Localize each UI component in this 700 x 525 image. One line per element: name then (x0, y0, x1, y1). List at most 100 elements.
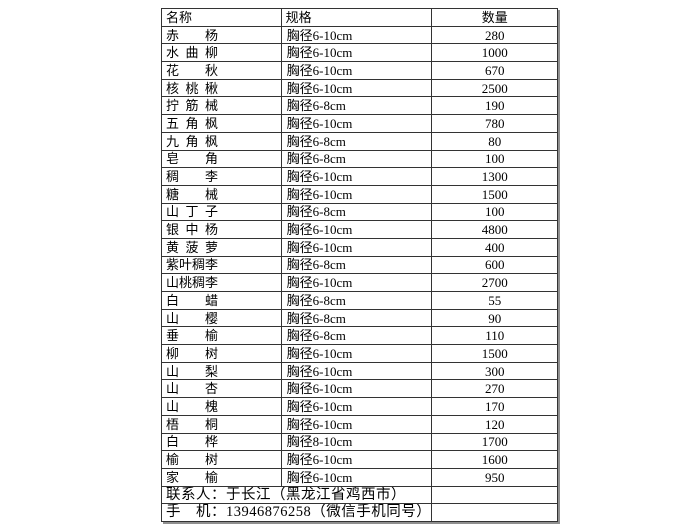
table-row: 稠李 胸径6-10cm 1300 (161, 167, 559, 186)
quantity-cell: 1600 (431, 450, 559, 469)
quantity-cell: 110 (431, 326, 559, 346)
quantity-cell: 950 (431, 467, 559, 487)
tree-name: 赤杨 (166, 27, 218, 43)
spec-cell: 胸径6-10cm (280, 61, 433, 80)
spec-cell: 胸径6-10cm (280, 237, 433, 257)
quantity-cell: 1300 (431, 167, 559, 186)
spec-cell: 胸径6-10cm (280, 220, 433, 239)
tree-name-cell: 糖械 (161, 184, 282, 204)
tree-name: 山槐 (166, 398, 218, 414)
tree-name-cell: 核桃楸 (161, 78, 282, 98)
tree-name-cell: 山梨 (161, 361, 282, 381)
quantity-cell: 270 (431, 379, 559, 399)
tree-name: 紫叶稠李 (166, 257, 219, 273)
table-row: 山桃稠李 胸径6-10cm 2700 (161, 273, 559, 292)
tree-name: 稠李 (166, 169, 218, 185)
table-row: 梧桐 胸径6-10cm 120 (161, 414, 559, 434)
table-row: 水曲柳 胸径6-10cm 1000 (161, 43, 559, 63)
spec-cell: 胸径6-8cm (280, 131, 433, 151)
tree-name-cell: 紫叶稠李 (161, 255, 282, 275)
table-row: 九角枫 胸径6-8cm 80 (161, 131, 559, 151)
table-row: 山杏 胸径6-10cm 270 (161, 379, 559, 399)
spec-cell: 胸径6-10cm (280, 78, 433, 98)
tree-name-cell: 黄菠萝 (161, 237, 282, 257)
quantity-cell: 100 (431, 149, 559, 169)
tree-name: 家榆 (166, 469, 218, 485)
spec-cell: 胸径6-10cm (280, 167, 433, 186)
tree-name: 山桃稠李 (166, 275, 219, 291)
spec-cell: 胸径8-10cm (280, 432, 433, 452)
spec-cell: 胸径6-8cm (280, 149, 433, 169)
quantity-cell: 1000 (431, 43, 559, 63)
phone-empty-cell (431, 503, 559, 522)
quantity-cell: 600 (431, 255, 559, 275)
column-header-name: 名称 (161, 8, 282, 27)
quantity-cell: 400 (431, 237, 559, 257)
quantity-cell: 80 (431, 131, 559, 151)
spec-cell: 胸径6-8cm (280, 255, 433, 275)
quantity-cell: 4800 (431, 220, 559, 239)
tree-name: 白蜡 (166, 292, 218, 308)
spec-cell: 胸径6-10cm (280, 114, 433, 133)
table-row: 紫叶稠李 胸径6-8cm 600 (161, 255, 559, 275)
tree-name-cell: 垂榆 (161, 326, 282, 346)
tree-name: 山樱 (166, 310, 218, 326)
table-row: 银中杨 胸径6-10cm 4800 (161, 220, 559, 239)
spec-cell: 胸径6-10cm (280, 467, 433, 487)
tree-name-cell: 榆树 (161, 450, 282, 469)
header-row: 名称 规格 数量 (161, 8, 559, 27)
table-row: 白蜡 胸径6-8cm 55 (161, 291, 559, 310)
table-row: 山樱 胸径6-8cm 90 (161, 308, 559, 328)
spec-cell: 胸径6-10cm (280, 450, 433, 469)
tree-name: 山梨 (166, 363, 218, 379)
table-row: 五角枫 胸径6-10cm 780 (161, 114, 559, 133)
column-header-spec: 规格 (280, 8, 433, 27)
tree-name: 山杏 (166, 381, 218, 397)
tree-name-cell: 五角枫 (161, 114, 282, 133)
tree-name-cell: 山丁子 (161, 202, 282, 222)
contact-info: 联系人：于长江（黑龙江省鸡西市） (160, 485, 433, 505)
tree-name-cell: 山桃稠李 (161, 273, 282, 292)
tree-name: 拧筋械 (166, 98, 218, 114)
table-row: 柳树 胸径6-10cm 1500 (161, 344, 559, 363)
tree-name-cell: 拧筋械 (161, 96, 282, 116)
table-row: 拧筋械 胸径6-8cm 190 (161, 96, 559, 116)
spec-cell: 胸径6-10cm (280, 43, 433, 63)
quantity-cell: 1500 (431, 184, 559, 204)
table-row: 榆树 胸径6-10cm 1600 (161, 450, 559, 469)
spec-cell: 胸径6-10cm (280, 414, 433, 434)
table-row: 山梨 胸径6-10cm 300 (161, 361, 559, 381)
tree-name-cell: 稠李 (161, 167, 282, 186)
tree-name-cell: 花秋 (161, 61, 282, 80)
quantity-cell: 2500 (431, 78, 559, 98)
tree-name-cell: 家榆 (161, 467, 282, 487)
table-row: 糖械 胸径6-10cm 1500 (161, 184, 559, 204)
table-row: 花秋 胸径6-10cm 670 (161, 61, 559, 80)
quantity-cell: 100 (431, 202, 559, 222)
tree-name: 山丁子 (166, 204, 218, 220)
tree-name-cell: 白蜡 (161, 291, 282, 310)
tree-name: 榆树 (166, 452, 218, 468)
contact-empty-cell (431, 485, 559, 505)
table-row: 皂角 胸径6-8cm 100 (161, 149, 559, 169)
column-header-qty: 数量 (431, 8, 559, 27)
spec-cell: 胸径6-10cm (280, 273, 433, 292)
tree-name-cell: 山槐 (161, 397, 282, 416)
spec-cell: 胸径6-10cm (280, 344, 433, 363)
quantity-cell: 2700 (431, 273, 559, 292)
tree-name: 柳树 (166, 345, 218, 361)
tree-name-cell: 白桦 (161, 432, 282, 452)
quantity-cell: 1700 (431, 432, 559, 452)
tree-name: 梧桐 (166, 416, 218, 432)
tree-name: 糖械 (166, 186, 218, 202)
tree-name-cell: 梧桐 (161, 414, 282, 434)
spec-cell: 胸径6-8cm (280, 96, 433, 116)
spec-cell: 胸径6-8cm (280, 326, 433, 346)
tree-name-cell: 山杏 (161, 379, 282, 399)
tree-name-cell: 柳树 (161, 344, 282, 363)
table-row: 山槐 胸径6-10cm 170 (161, 397, 559, 416)
spec-cell: 胸径6-10cm (280, 379, 433, 399)
tree-name: 皂角 (166, 151, 218, 167)
tree-name: 水曲柳 (166, 45, 218, 61)
table-row: 核桃楸 胸径6-10cm 2500 (161, 78, 559, 98)
